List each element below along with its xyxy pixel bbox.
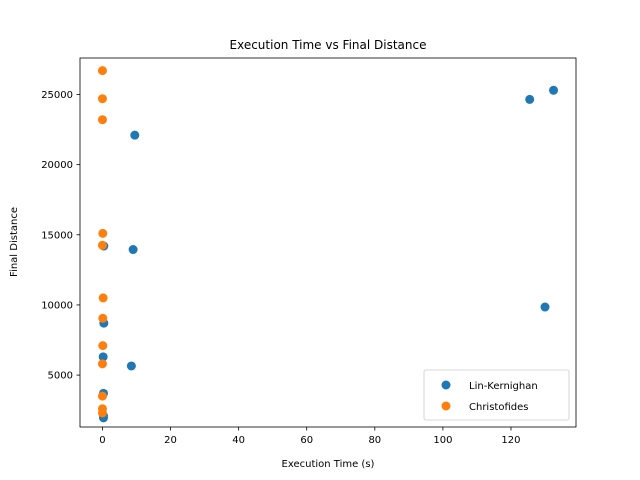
plot-area-frame	[79, 57, 577, 428]
y-tick-label-5000: 5000	[48, 371, 73, 382]
point-christofides-8	[98, 228, 108, 238]
x-axis-ticks: 0 20 40 60 80 100 120	[99, 427, 521, 446]
point-lin-kernighan-7	[128, 245, 138, 255]
x-tick-label-100: 100	[433, 435, 452, 446]
point-lin-kernighan-3	[98, 352, 108, 362]
point-lin-kernighan-6	[126, 361, 136, 371]
x-tick-label-60: 60	[300, 435, 313, 446]
legend-marker-christofides	[441, 401, 451, 411]
legend-marker-lin-kernighan	[441, 380, 451, 390]
legend-frame	[423, 369, 570, 421]
point-lin-kernighan-8	[130, 130, 140, 140]
point-christofides-1	[97, 404, 107, 414]
x-axis-label: Execution Time (s)	[282, 459, 375, 470]
chart-title: Execution Time vs Final Distance	[230, 38, 427, 52]
data-points	[97, 66, 559, 423]
point-christofides-3	[97, 359, 107, 369]
legend: Lin-Kernighan Christofides	[423, 369, 570, 421]
point-christofides-10	[97, 94, 107, 104]
legend-label-lin-kernighan: Lin-Kernighan	[469, 381, 538, 392]
x-tick-label-40: 40	[232, 435, 245, 446]
y-tick-label-10000: 10000	[41, 300, 73, 311]
y-tick-label-20000: 20000	[41, 160, 73, 171]
y-tick-label-15000: 15000	[41, 230, 73, 241]
legend-label-christofides: Christofides	[469, 402, 528, 413]
y-axis-label: Final Distance	[9, 207, 20, 277]
point-christofides-5	[98, 313, 108, 323]
x-tick-label-0: 0	[99, 435, 105, 446]
point-lin-kernighan-11	[549, 85, 559, 95]
point-christofides-6	[98, 293, 108, 303]
point-christofides-11	[97, 66, 107, 76]
point-christofides-7	[97, 240, 107, 250]
x-tick-label-20: 20	[164, 435, 177, 446]
x-tick-label-80: 80	[368, 435, 381, 446]
point-lin-kernighan-9	[525, 94, 535, 104]
point-lin-kernighan-10	[540, 302, 550, 312]
x-tick-label-120: 120	[501, 435, 520, 446]
point-christofides-2	[97, 391, 107, 401]
point-christofides-9	[97, 115, 107, 125]
y-tick-label-25000: 25000	[41, 90, 73, 101]
point-christofides-4	[98, 341, 108, 351]
y-axis-ticks: 5000 10000 15000 20000 25000	[41, 90, 80, 382]
